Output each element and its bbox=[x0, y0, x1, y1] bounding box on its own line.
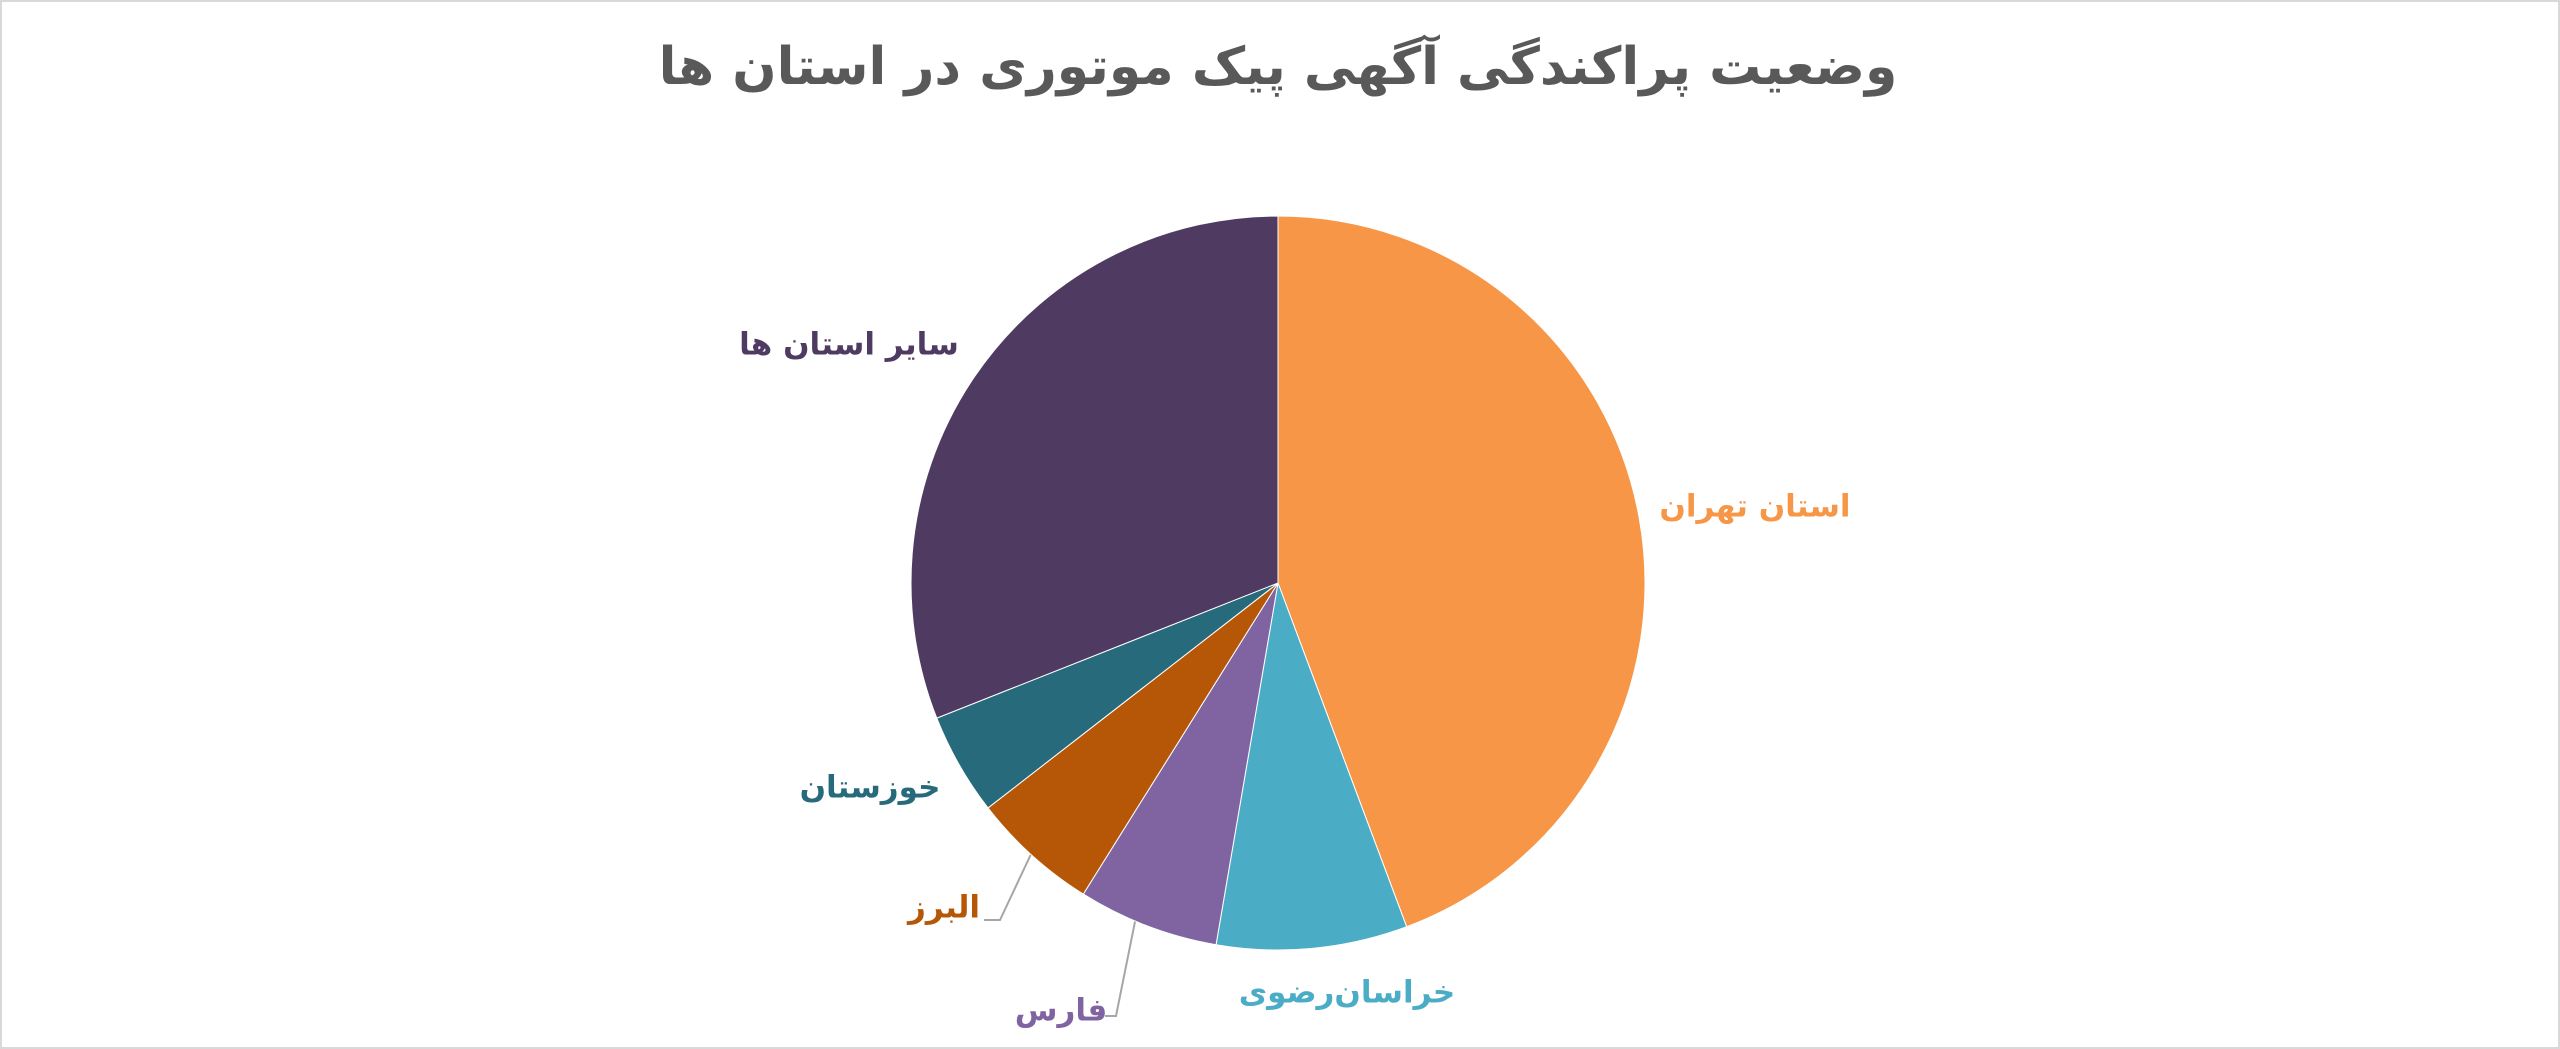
pie-slice bbox=[910, 215, 1279, 719]
slice-label: فارس bbox=[1015, 993, 1108, 1029]
slice-label: خوزستان bbox=[800, 770, 941, 806]
pie-slice bbox=[1277, 215, 1646, 928]
leader-line bbox=[1105, 881, 1144, 1017]
slice-label: سایر استان ها bbox=[739, 327, 959, 363]
leader-line bbox=[984, 851, 1033, 921]
pie-slice bbox=[1215, 581, 1408, 951]
pie-slice bbox=[1082, 582, 1279, 946]
slice-label: البرز bbox=[906, 890, 980, 926]
slice-label: خراسان‌رضوی bbox=[1239, 975, 1456, 1011]
pie-slice bbox=[987, 582, 1279, 895]
chart-title: وضعیت پراکندگی آگهی پیک موتوری در استان … bbox=[659, 34, 1898, 97]
slice-label: استان تهران bbox=[1659, 489, 1850, 525]
